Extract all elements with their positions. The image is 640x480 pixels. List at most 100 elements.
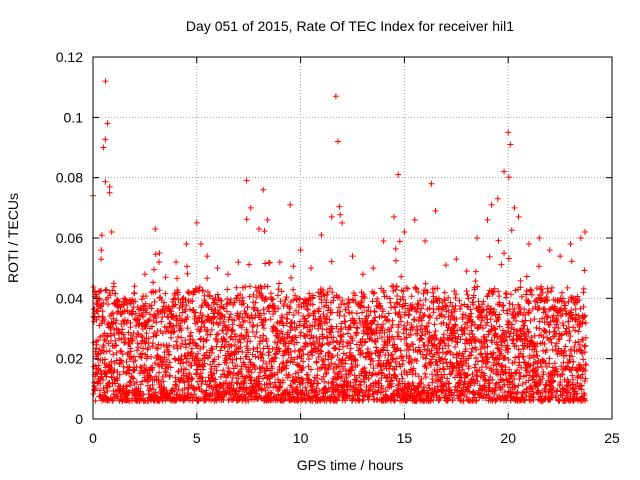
data-point [170, 323, 177, 330]
data-point [143, 330, 150, 337]
data-point [304, 305, 311, 312]
data-point [221, 343, 228, 350]
data-point [351, 320, 358, 327]
data-point [158, 355, 165, 362]
data-point [568, 258, 575, 265]
data-point [242, 283, 249, 290]
data-point [177, 343, 184, 350]
data-point [463, 288, 470, 295]
data-point [528, 291, 535, 298]
data-point [202, 378, 209, 385]
data-point [549, 346, 556, 353]
data-point [330, 297, 337, 304]
data-point [173, 259, 180, 266]
data-point [266, 308, 273, 315]
data-point [339, 297, 346, 304]
data-point [149, 343, 156, 350]
data-point [337, 368, 344, 375]
data-point [279, 377, 286, 384]
data-point [186, 382, 193, 389]
data-point [221, 344, 228, 351]
data-point [326, 285, 333, 292]
data-point [507, 141, 514, 148]
data-point [156, 287, 163, 294]
data-point [452, 294, 459, 301]
data-point [370, 265, 377, 272]
data-point [239, 294, 246, 301]
data-point [275, 286, 282, 293]
data-point [356, 315, 363, 322]
data-point [154, 345, 161, 352]
data-point [262, 387, 269, 394]
data-point [178, 334, 185, 341]
data-point [264, 283, 271, 290]
data-point [548, 284, 555, 291]
data-point [258, 290, 265, 297]
data-point [124, 301, 131, 308]
data-point [175, 296, 182, 303]
data-point [562, 343, 569, 350]
data-point [352, 357, 359, 364]
data-point [203, 387, 210, 394]
data-point [498, 261, 505, 268]
data-point [343, 374, 350, 381]
data-point [505, 255, 512, 262]
data-point [100, 144, 107, 151]
data-point [128, 354, 135, 361]
data-point [149, 364, 156, 371]
data-point [395, 171, 402, 178]
data-point [496, 311, 503, 318]
data-point [262, 260, 269, 267]
data-point [197, 241, 204, 248]
data-point [289, 359, 296, 366]
x-tick-label: 20 [500, 430, 516, 446]
data-point [295, 309, 302, 316]
data-point [359, 342, 366, 349]
data-point [230, 394, 237, 401]
data-point [478, 350, 485, 357]
data-point [319, 356, 326, 363]
data-point [422, 296, 429, 303]
data-point [541, 305, 548, 312]
data-point [316, 388, 323, 395]
x-tick-label: 15 [397, 430, 413, 446]
data-point [227, 296, 234, 303]
data-point [150, 279, 157, 286]
data-point [127, 320, 134, 327]
data-point [166, 351, 173, 358]
data-point [267, 316, 274, 323]
data-point [517, 277, 524, 284]
data-point [118, 336, 125, 343]
data-point [105, 301, 112, 308]
data-point [295, 369, 302, 376]
x-tick-label: 5 [193, 430, 201, 446]
data-point [213, 367, 220, 374]
data-point [124, 364, 131, 371]
data-point [139, 334, 146, 341]
data-point [453, 256, 460, 263]
data-point [271, 355, 278, 362]
data-point [395, 381, 402, 388]
data-point [329, 379, 336, 386]
data-point [533, 285, 540, 292]
data-point [525, 241, 532, 248]
data-point [160, 378, 167, 385]
data-point [223, 380, 230, 387]
data-point [388, 351, 395, 358]
data-point [536, 325, 543, 332]
data-point [132, 357, 139, 364]
data-point [173, 338, 180, 345]
data-point [245, 397, 252, 404]
data-point [121, 308, 128, 315]
data-point [95, 362, 102, 369]
data-point [368, 372, 375, 379]
data-point [536, 235, 543, 241]
data-point [349, 337, 356, 344]
data-point [259, 351, 266, 358]
data-point [304, 306, 311, 313]
data-point [533, 324, 540, 331]
y-tick-label: 0.12 [56, 49, 83, 65]
data-point [107, 292, 114, 299]
data-point [221, 305, 228, 312]
data-point [474, 235, 481, 241]
